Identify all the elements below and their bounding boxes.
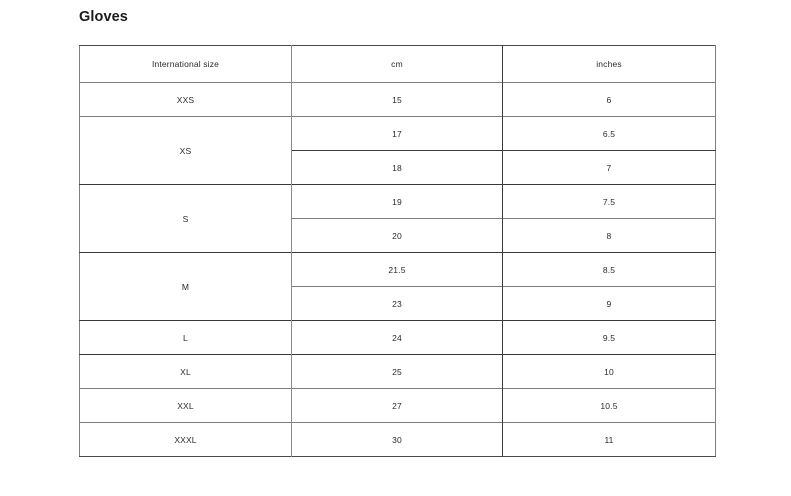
cell-cm: 19 <box>291 184 503 219</box>
cell-international-size: L <box>79 320 292 355</box>
page-title: Gloves <box>79 9 128 25</box>
column-header-cm: cm <box>291 45 503 83</box>
cell-inches: 10 <box>502 354 716 389</box>
cell-international-size: S <box>79 184 292 253</box>
cell-international-size: XXL <box>79 388 292 423</box>
cell-inches: 7 <box>502 150 716 185</box>
cell-inches: 11 <box>502 422 716 457</box>
table-row: XXS 15 6 <box>79 82 716 117</box>
cell-international-size: XXS <box>79 82 292 117</box>
cell-cm: 21.5 <box>291 252 503 287</box>
column-header-inches: inches <box>596 59 622 69</box>
cell-cm: 24 <box>291 320 503 355</box>
table-row: XS 17 6.5 <box>79 116 716 185</box>
table-row: S 19 7.5 <box>79 184 716 253</box>
cell-inches: 9.5 <box>502 320 716 355</box>
table-row: XXXL 30 11 <box>79 422 716 457</box>
table-header-row: International size cm inches <box>79 45 716 83</box>
table-body: XXS 15 6 XS 17 6.5 18 7 S 19 7.5 20 <box>79 82 716 457</box>
cell-inches: 10.5 <box>502 388 716 423</box>
table-row: L 24 9.5 <box>79 320 716 355</box>
table-row: XXL 27 10.5 <box>79 388 716 423</box>
cell-cm: 23 <box>291 286 503 321</box>
table-row: XL 25 10 <box>79 354 716 389</box>
cell-cm: 30 <box>291 422 503 457</box>
cell-cm: 15 <box>291 82 503 117</box>
cell-inches: 8.5 <box>502 252 716 287</box>
cell-international-size: XXXL <box>79 422 292 457</box>
cell-cm: 27 <box>291 388 503 423</box>
table-header: International size cm inches <box>79 45 716 83</box>
table-row: 18 7 <box>80 150 716 185</box>
cell-cm: 17 <box>291 116 503 151</box>
cell-inches: 9 <box>502 286 716 321</box>
cell-international-size: XS <box>79 116 292 185</box>
cell-inches: 8 <box>502 218 716 253</box>
table-row: 20 8 <box>80 218 716 253</box>
glove-size-chart-table: International size cm inches XXS 15 6 XS… <box>79 45 716 457</box>
cell-inches: 7.5 <box>502 184 716 219</box>
cell-international-size: M <box>79 252 292 321</box>
cell-cm: 25 <box>291 354 503 389</box>
cell-international-size: XL <box>79 354 292 389</box>
table-row: M 21.5 8.5 <box>79 252 716 321</box>
cell-inches: 6.5 <box>502 116 716 151</box>
cell-inches: 6 <box>502 82 716 117</box>
cell-cm: 20 <box>291 218 503 253</box>
table-row: 23 9 <box>80 286 716 321</box>
cell-cm: 18 <box>291 150 503 185</box>
column-header-international-size: International size <box>79 45 292 83</box>
